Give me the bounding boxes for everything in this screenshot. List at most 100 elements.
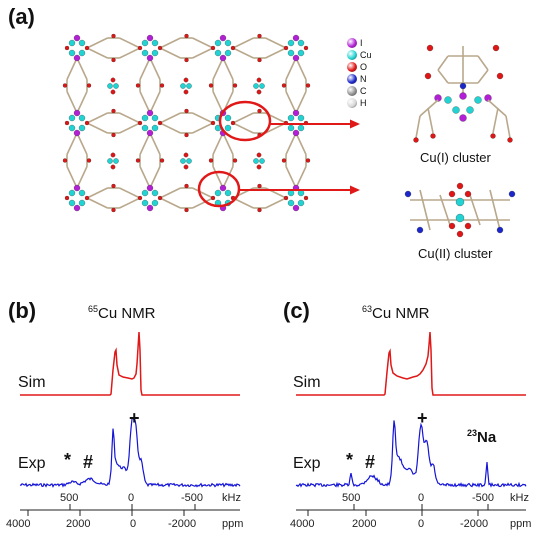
nitrogen-atom [508,190,516,198]
bond [86,197,108,209]
oxygen-atom [256,164,262,170]
iodine-atom [73,54,81,62]
panel-b-ppm-tick-label: 2000 [66,518,91,530]
oxygen-atom [159,158,165,163]
oxygen-atom [157,45,163,51]
copper-atom [214,124,222,132]
bond [139,132,151,155]
copper-atom [113,83,119,89]
oxygen-atom [184,132,189,138]
oxygen-atom [110,89,116,95]
copper-atom [287,39,295,47]
copper-atom [287,189,295,197]
copper-atom [151,39,159,47]
bond [139,57,151,80]
bond [212,132,224,155]
bond [86,112,108,124]
atom-legend: I Cu O N C H [347,38,387,113]
oxygen-atom [230,195,236,201]
oxygen-atom [210,45,216,51]
panel-c-sim-spectrum [296,331,526,396]
panel-c-exp-label: Exp [293,455,321,472]
copper-atom [224,114,232,122]
oxygen-atom [281,83,287,88]
oxygen-atom [257,207,262,213]
panel-c-sim-label: Sim [293,374,321,391]
panel-c-sim-trace [296,331,526,396]
legend-item-i: I [347,38,363,48]
copper-atom [224,39,232,47]
panel-c-hash-mark: # [365,452,376,472]
oxygen-atom [64,45,70,51]
oxygen-atom [464,190,472,198]
oxygen-atom [303,45,309,51]
panel-c-khz-tick-label: -500 [472,492,495,504]
copper-atom [141,199,149,207]
bond [265,197,287,209]
oxygen-atom [111,57,116,63]
bond [212,91,224,114]
bond [86,37,108,49]
iodine-atom [219,204,227,212]
copper-atom [287,49,295,57]
bond [437,55,449,71]
bond [66,166,78,189]
oxygen-atom [111,132,116,138]
oxygen-atom [110,152,116,158]
oxygen-atom [157,195,163,201]
panel-b-khz-tick-label: 0 [128,492,135,504]
oxygen-atom [283,120,289,126]
oxygen-atom [210,120,216,126]
legend-item-n: N [347,74,367,84]
bond [222,91,234,114]
oxygen-atom [257,33,262,39]
bond [489,189,501,231]
legend-ball-icon [347,62,357,72]
copper-atom [253,158,259,164]
copper-atom [186,83,192,89]
bond [265,47,287,59]
bond [119,47,141,59]
bond [119,112,141,124]
legend-item-o: O [347,62,367,72]
panel-c-na-label: 23Na [467,428,496,446]
oxygen-atom [62,83,68,88]
iodine-atom [219,54,227,62]
panel-c-plus-mark: + [417,408,428,428]
bond [159,47,181,59]
bond [492,107,499,134]
legend-item-cu: Cu [347,50,372,60]
cu-ii-cluster-caption: Cu(II) cluster [418,246,493,261]
bond [477,55,489,71]
bond [487,99,507,117]
bond [437,69,449,84]
panel-b-khz-tick-label: 500 [60,492,79,504]
oxygen-atom [208,158,214,163]
bond [149,57,161,80]
copper-atom [141,39,149,47]
iodine-atom [73,129,81,137]
copper-atom [151,114,159,122]
bond [66,91,78,114]
copper-atom [214,49,222,57]
legend-symbol: H [360,98,367,108]
copper-atom [224,124,232,132]
iodine-atom [292,129,300,137]
copper-atom [455,213,465,223]
panel-c-axis [296,504,526,516]
bond [159,197,181,209]
copper-atom [151,49,159,57]
copper-atom [466,106,474,114]
panel-b-exp-trace [19,417,241,488]
oxygen-atom [137,45,143,51]
copper-atom [78,114,86,122]
bond [159,112,181,124]
copper-atom [141,49,149,57]
bond [76,166,88,189]
iodine-atom [459,114,467,122]
iodine-atom [219,184,227,192]
bond [66,132,78,155]
copper-atom [297,199,305,207]
oxygen-atom [492,44,500,52]
bond [76,132,88,155]
